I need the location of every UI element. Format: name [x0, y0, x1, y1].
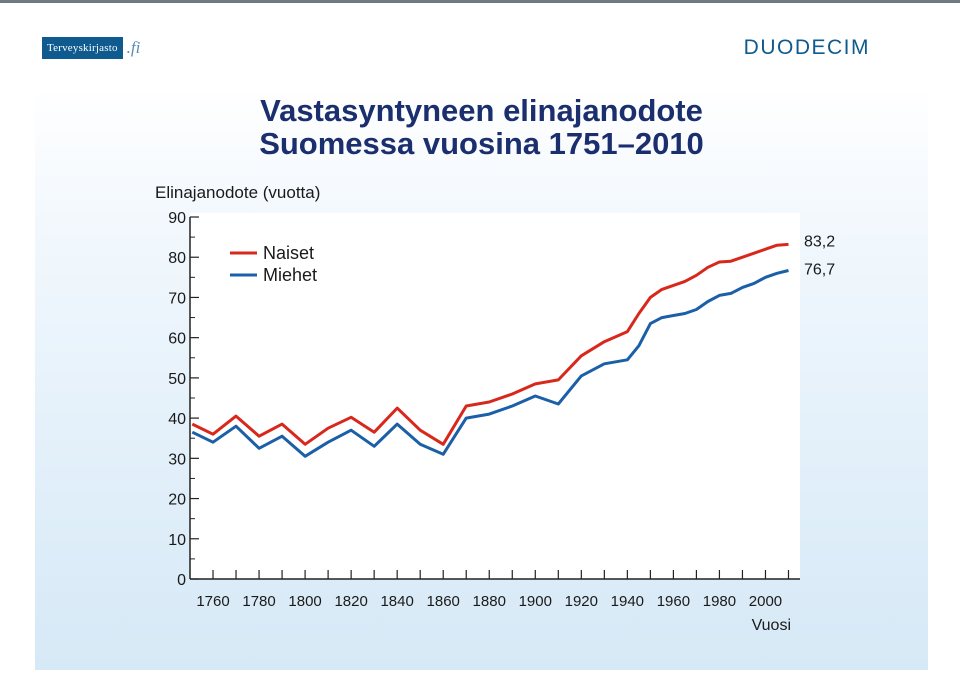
- legend-label-miehet: Miehet: [263, 265, 317, 285]
- x-tick-label: 1760: [196, 593, 229, 610]
- y-tick-label: 10: [168, 532, 186, 549]
- y-tick-label: 0: [177, 572, 186, 589]
- end-label-naiset: 83,2: [804, 233, 835, 250]
- chart-title-line-1: Vastasyntyneen elinajanodote: [260, 93, 703, 128]
- x-tick-label: 1800: [288, 593, 321, 610]
- x-tick-label: 1780: [242, 593, 275, 610]
- x-tick-label: 1820: [334, 593, 367, 610]
- x-tick-label: 1940: [611, 593, 644, 610]
- x-tick-label: 1900: [519, 593, 552, 610]
- series-line-naiset: [191, 242, 789, 446]
- legend-label-naiset: Naiset: [263, 243, 314, 263]
- y-tick-label: 70: [168, 290, 186, 307]
- y-tick-label: 20: [168, 492, 186, 509]
- y-tick-label: 80: [168, 250, 186, 267]
- terveyskirjasto-logo-text: Terveyskirjasto: [42, 37, 123, 59]
- end-label-miehet: 76,7: [804, 261, 835, 278]
- top-rule: [0, 0, 960, 3]
- duodecim-logo: DUODECIM: [743, 36, 870, 59]
- y-tick-label: 50: [168, 371, 186, 388]
- x-axis-label: Vuosi: [752, 617, 791, 634]
- terveyskirjasto-logo: Terveyskirjasto .fi: [42, 37, 140, 59]
- y-tick-label: 60: [168, 331, 186, 348]
- x-tick-label: 1860: [427, 593, 460, 610]
- series-line-miehet: [191, 269, 789, 458]
- chart-title: Vastasyntyneen elinajanodote Suomessa vu…: [35, 94, 928, 160]
- x-tick-label: 2000: [749, 593, 782, 610]
- y-tick-label: 30: [168, 451, 186, 468]
- x-tick-label: 1880: [473, 593, 506, 610]
- y-axis-label: Elinajanodote (vuotta): [155, 183, 320, 202]
- x-tick-label: 1980: [703, 593, 736, 610]
- axes: 0 10 20 30 40 50 60 70 80 90 1760 1780 1800 1820 1840 1…: [168, 210, 800, 610]
- terveyskirjasto-logo-tld: .fi: [126, 38, 141, 57]
- x-tick-label: 1920: [565, 593, 598, 610]
- series-lines: 83,2 76,7: [191, 233, 835, 458]
- chart-title-line-2: Suomessa vuosina 1751–2010: [259, 126, 704, 161]
- y-tick-label: 90: [168, 210, 186, 227]
- x-tick-label: 1960: [657, 593, 690, 610]
- y-tick-label: 40: [168, 411, 186, 428]
- x-tick-label: 1840: [380, 593, 413, 610]
